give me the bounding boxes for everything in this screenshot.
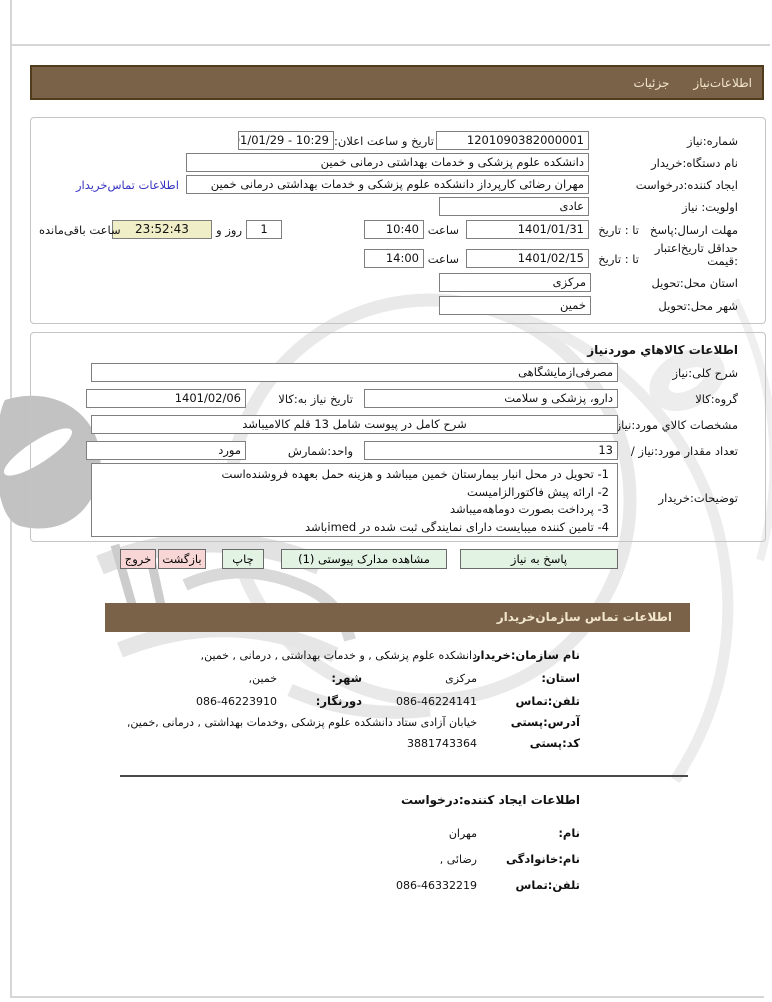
creator-name-value: مهران	[448, 827, 477, 840]
province-city-row: استان: مرکزی شهر: خمین,	[105, 671, 580, 685]
unit-field[interactable]: مورد	[86, 441, 246, 460]
response-deadline-label: مهلت ارسال:پاسخ	[649, 223, 738, 237]
request-creator-label: ایجاد کننده:درخواست	[635, 178, 738, 192]
creator-phone-row: تلفن:تماس 086-46332219	[105, 878, 580, 892]
creator-info-table: نام: مهران نام:خانوادگی رضائی , تلفن:تما…	[105, 826, 580, 892]
days-and-label: روز و	[216, 223, 242, 237]
creator-info-heading: اطلاعات ایجاد کننده:درخواست	[400, 793, 580, 807]
price-validity-label-line2: :قیمت	[707, 254, 738, 268]
section-divider	[120, 775, 688, 777]
goods-specs-field[interactable]: شرح کامل در پیوست شامل 13 قلم کالامیباشد	[91, 415, 618, 434]
province-label: استان:	[541, 671, 580, 685]
creator-lastname-label: نام:خانوادگی	[506, 852, 580, 866]
bottom-edge-line	[10, 996, 764, 998]
creator-name-row: نام: مهران	[105, 826, 580, 840]
city-label: شهر:	[331, 671, 362, 685]
creator-phone-label: تلفن:تماس	[515, 878, 580, 892]
deadline-time-field[interactable]: 10:40	[364, 220, 424, 239]
remaining-hours-label: ساعت باقی‌مانده	[39, 223, 121, 237]
fax-value: 086-46223910	[196, 695, 277, 708]
deadline-date-field[interactable]: 1401/01/31	[466, 220, 589, 239]
phone-fax-row: تلفن:تماس 086-46224141 دورنگار: 086-4622…	[105, 694, 580, 708]
priority-label: اولویت: نیاز	[682, 200, 738, 214]
creator-phone-value: 086-46332219	[396, 879, 477, 892]
need-date-label: تاریخ نیاز به:کالا	[278, 392, 353, 406]
buyer-contact-header: اطلاعات تماس سازمان‌خریدار	[105, 603, 690, 632]
validity-hour-label: ساعت	[427, 252, 459, 266]
top-separator-line	[12, 44, 770, 46]
delivery-province-field[interactable]: مرکزی	[439, 273, 591, 292]
delivery-city-label: شهر محل:تحویل	[658, 299, 738, 313]
postal-code-label: کد:پستی	[529, 736, 580, 750]
org-name-label: نام سازمان:خریدار	[473, 648, 580, 662]
price-validity-label: حداقل تاریخ‌اعتبار :قیمت	[655, 242, 738, 268]
deadline-hour-label: ساعت	[427, 223, 459, 237]
deadline-until-date-label: تا : تاریخ	[598, 223, 639, 237]
creator-lastname-row: نام:خانوادگی رضائی ,	[105, 852, 580, 866]
province-value: مرکزی	[445, 672, 477, 685]
tab-details[interactable]: جزئیات	[633, 75, 670, 90]
postal-code-row: کد:پستی 3881743364	[105, 736, 580, 750]
buyer-contact-table: نام سازمان:خریدار دانشکده علوم پزشکی , و…	[105, 648, 580, 750]
org-name-row: نام سازمان:خریدار دانشکده علوم پزشکی , و…	[105, 648, 580, 662]
buyer-notes-label: توضیحات:خریدار	[658, 491, 738, 505]
buyer-notes-field[interactable]: 1- تحویل در محل انبار بیمارستان خمین میب…	[91, 463, 618, 537]
goods-group-label: گروه:کالا	[695, 392, 738, 406]
phone-value: 086-46224141	[396, 695, 477, 708]
buyer-org-label: نام دستگاه:خریدار	[651, 156, 738, 170]
goods-panel-title: اطلاعات کالاهاي موردنیاز	[587, 343, 738, 357]
address-value: خیابان آزادی ستاد دانشکده علوم پزشکی ,وخ…	[126, 716, 477, 729]
validity-date-field[interactable]: 1401/02/15	[466, 249, 589, 268]
validity-until-date-label: تا : تاریخ	[598, 252, 639, 266]
city-value: خمین,	[248, 672, 277, 685]
price-validity-label-line1: حداقل تاریخ‌اعتبار	[654, 241, 738, 255]
need-date-field[interactable]: 1401/02/06	[86, 389, 246, 408]
postal-code-value: 3881743364	[407, 737, 477, 750]
need-summary-panel: شماره:نیاز 1201090382000001 تاریخ و ساعت…	[30, 117, 766, 324]
buyer-org-field[interactable]: دانشکده علوم پزشکی و خدمات بهداشتی درمان…	[186, 153, 589, 172]
address-row: آدرس:پستی خیابان آزادی ستاد دانشکده علوم…	[105, 715, 580, 729]
print-button[interactable]: چاپ	[222, 549, 264, 569]
creator-name-label: نام:	[558, 826, 580, 840]
goods-group-field[interactable]: دارو، پزشکی و سلامت	[364, 389, 618, 408]
validity-time-field[interactable]: 14:00	[364, 249, 424, 268]
left-edge-line	[10, 0, 12, 997]
quantity-field[interactable]: 13	[364, 441, 618, 460]
address-label: آدرس:پستی	[510, 715, 580, 729]
goods-specs-label: مشخصات کالاي مورد:نیاز	[615, 418, 738, 432]
creator-lastname-value: رضائی ,	[439, 853, 477, 866]
remaining-days-field[interactable]: 1	[246, 220, 282, 239]
respond-button[interactable]: پاسخ به نیاز	[460, 549, 618, 569]
delivery-province-label: استان محل:تحویل	[651, 276, 738, 290]
request-creator-field[interactable]: مهران رضائی کارپرداز دانشکده علوم پزشکی …	[186, 175, 589, 194]
unit-label: واحد:شمارش	[287, 444, 353, 458]
tab-bar: اطلاعات‌نیاز جزئیات	[30, 65, 764, 100]
priority-field[interactable]: عادی	[439, 197, 589, 216]
announce-datetime-field[interactable]: 10:29 - 1401/01/29	[238, 131, 334, 150]
general-desc-label: شرح کلی:نیاز	[672, 366, 738, 380]
exit-button[interactable]: خروج	[120, 549, 156, 569]
view-docs-button[interactable]: مشاهده مدارک پیوستی (1)	[281, 549, 447, 569]
phone-label: تلفن:تماس	[515, 694, 580, 708]
need-number-field[interactable]: 1201090382000001	[436, 131, 589, 150]
countdown-timer: 23:52:43	[112, 220, 212, 239]
delivery-city-field[interactable]: خمین	[439, 296, 591, 315]
fax-label: دورنگار:	[315, 694, 362, 708]
buyer-contact-link[interactable]: اطلاعات تماس‌خریدار	[76, 178, 179, 192]
tab-need-info[interactable]: اطلاعات‌نیاز	[693, 75, 752, 90]
quantity-label: تعداد مقدار مورد:نیاز /	[630, 444, 738, 458]
org-name-value: دانشکده علوم پزشکی , و خدمات بهداشتی , د…	[200, 649, 477, 662]
back-button[interactable]: بازگشت	[158, 549, 206, 569]
goods-info-panel: اطلاعات کالاهاي موردنیاز شرح کلی:نیاز مص…	[30, 332, 766, 542]
general-desc-field[interactable]: مصرفی‌ازمایشگاهی	[91, 363, 618, 382]
need-number-label: شماره:نیاز	[687, 134, 738, 148]
